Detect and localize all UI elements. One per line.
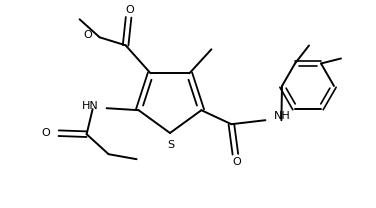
Text: NH: NH: [273, 111, 290, 121]
Text: O: O: [232, 157, 241, 167]
Text: HN: HN: [82, 101, 99, 111]
Text: O: O: [125, 5, 134, 15]
Text: O: O: [84, 30, 92, 40]
Text: S: S: [167, 140, 174, 150]
Text: O: O: [42, 128, 51, 138]
